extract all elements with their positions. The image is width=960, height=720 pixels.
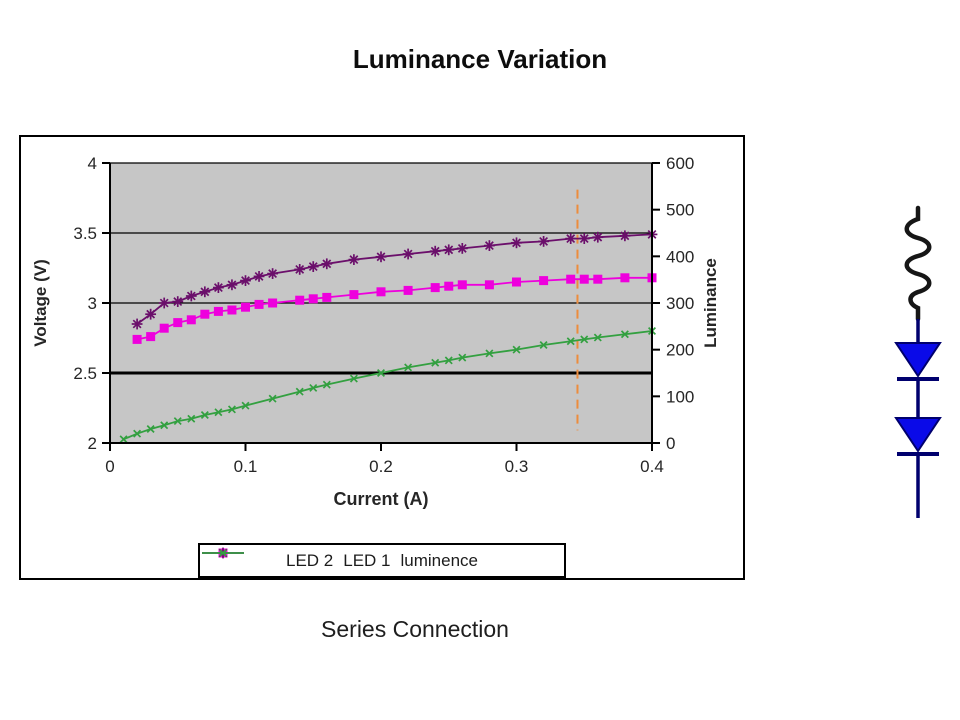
svg-text:0.2: 0.2 — [369, 457, 393, 476]
series-circuit-diagram — [894, 205, 942, 518]
legend-label-led1: LED 1 — [343, 550, 391, 570]
series-led-2 — [132, 273, 657, 344]
diode-icon — [894, 342, 942, 378]
svg-text:200: 200 — [666, 341, 694, 360]
legend-label-luminence: luminence — [400, 550, 479, 570]
svg-text:4: 4 — [88, 154, 97, 173]
legend-entry-led2: LED 2 — [202, 548, 334, 571]
svg-text:400: 400 — [666, 247, 694, 266]
chart-legend: LED 2 LED 1 luminence — [198, 543, 566, 578]
svg-text:2: 2 — [88, 434, 97, 453]
svg-text:600: 600 — [666, 154, 694, 173]
svg-text:0.3: 0.3 — [505, 457, 529, 476]
svg-text:100: 100 — [666, 387, 694, 406]
svg-text:Current (A): Current (A) — [334, 489, 429, 509]
diode-icon — [894, 417, 942, 453]
chart-caption: Series Connection — [321, 616, 509, 642]
page-title: Luminance Variation — [352, 44, 608, 74]
resistor-icon — [904, 205, 932, 322]
svg-text:2.5: 2.5 — [73, 364, 97, 383]
legend-marker-luminence-icon — [202, 549, 244, 557]
svg-text:0: 0 — [666, 434, 675, 453]
svg-text:0.4: 0.4 — [640, 457, 664, 476]
svg-text:Luminance: Luminance — [701, 258, 720, 348]
legend-entry-led1: LED 1 — [202, 547, 391, 571]
svg-text:0.1: 0.1 — [234, 457, 258, 476]
series-luminence — [119, 327, 656, 444]
svg-text:3.5: 3.5 — [73, 224, 97, 243]
chart-frame: 4 3.5 3 2.5 2 600 500 400 300 200 100 0 0 0.1 0.2 0.3 0.… — [19, 135, 745, 580]
svg-text:0: 0 — [105, 457, 114, 476]
chart-canvas: 4 3.5 3 2.5 2 600 500 400 300 200 100 0 0 0.1 0.2 0.3 0.… — [31, 154, 720, 509]
series-led-1 — [131, 229, 658, 330]
svg-text:3: 3 — [88, 294, 97, 313]
svg-text:Voltage (V): Voltage (V) — [31, 259, 50, 347]
legend-label-led2: LED 2 — [286, 550, 334, 570]
svg-text:500: 500 — [666, 201, 694, 220]
legend-entry-luminence: luminence — [202, 549, 479, 571]
svg-text:300: 300 — [666, 294, 694, 313]
